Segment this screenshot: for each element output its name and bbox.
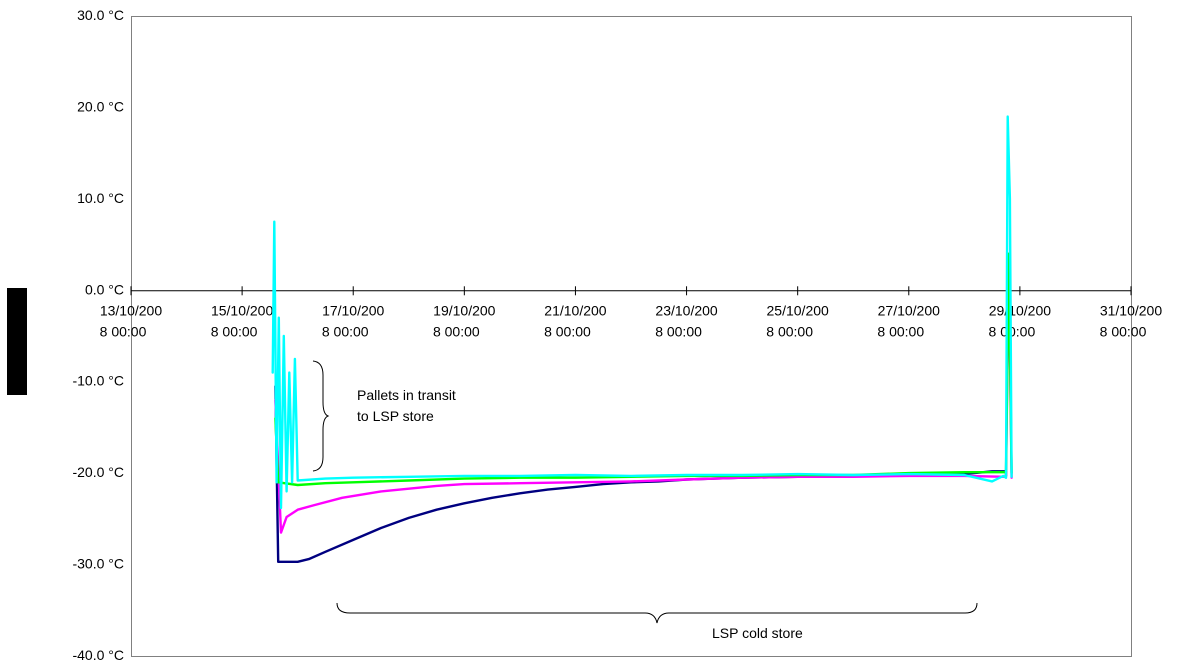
x-tick-label-date: 27/10/200 bbox=[878, 302, 940, 318]
x-tick-label-date: 21/10/200 bbox=[544, 302, 606, 318]
y-tick-label: -30.0 °C bbox=[72, 556, 124, 572]
transit-brace bbox=[312, 360, 330, 472]
x-tick-label-time: 8 00:00 bbox=[433, 323, 480, 339]
x-tick-label-time: 8 00:00 bbox=[877, 323, 924, 339]
side-marker-bar bbox=[7, 288, 27, 395]
y-tick-label: 20.0 °C bbox=[77, 98, 124, 114]
x-tick-label-date: 23/10/200 bbox=[655, 302, 717, 318]
x-tick-label-time: 8 00:00 bbox=[989, 323, 1036, 339]
y-tick-label: 30.0 °C bbox=[77, 7, 124, 23]
x-tick-label-time: 8 00:00 bbox=[100, 323, 147, 339]
series-lines bbox=[271, 115, 1013, 563]
annotation-cold-store: LSP cold store bbox=[712, 625, 803, 641]
x-tick-label-date: 31/10/200 bbox=[1100, 302, 1162, 318]
x-tick-label-date: 15/10/200 bbox=[211, 302, 273, 318]
x-tick-label-time: 8 00:00 bbox=[211, 323, 258, 339]
x-tick-label-time: 8 00:00 bbox=[322, 323, 369, 339]
series-line-2 bbox=[274, 261, 1013, 534]
annotation-transit-line2: to LSP store bbox=[357, 408, 434, 424]
x-tick-label-date: 13/10/200 bbox=[100, 302, 162, 318]
x-tick-label-time: 8 00:00 bbox=[1100, 323, 1147, 339]
y-tick-label: 10.0 °C bbox=[77, 190, 124, 206]
x-tick-label-time: 8 00:00 bbox=[544, 323, 591, 339]
x-tick-label-date: 19/10/200 bbox=[433, 302, 495, 318]
x-tick-label-time: 8 00:00 bbox=[655, 323, 702, 339]
series-line-3 bbox=[274, 252, 1013, 487]
x-tick-label-date: 17/10/200 bbox=[322, 302, 384, 318]
series-line-4 bbox=[271, 115, 1013, 510]
y-tick-label: -40.0 °C bbox=[72, 647, 124, 661]
x-tick-label-date: 25/10/200 bbox=[767, 302, 829, 318]
plot-frame bbox=[131, 16, 1132, 657]
y-tick-label: -20.0 °C bbox=[72, 464, 124, 480]
y-tick-label: -10.0 °C bbox=[72, 373, 124, 389]
x-tick-label-date: 29/10/200 bbox=[989, 302, 1051, 318]
annotation-transit-line1: Pallets in transit bbox=[357, 387, 456, 403]
x-axis: 13/10/200 8 00:00 15/10/200 8 00:00 17/10/20… bbox=[100, 286, 1162, 339]
cold-store-brace bbox=[336, 602, 978, 624]
x-tick-label-time: 8 00:00 bbox=[766, 323, 813, 339]
y-tick-label: 0.0 °C bbox=[85, 281, 124, 297]
y-tick-labels: 30.0 °C 20.0 °C 10.0 °C 0.0 °C -10.0 °C -20.0… bbox=[72, 7, 124, 661]
